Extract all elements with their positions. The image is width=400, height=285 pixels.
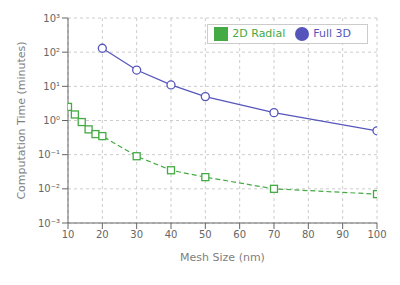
svg-text:90: 90 [336,229,349,240]
svg-text:40: 40 [165,229,178,240]
svg-text:80: 80 [302,229,315,240]
svg-text:10²: 10² [43,47,60,58]
svg-text:30: 30 [130,229,143,240]
svg-text:10⁻¹: 10⁻¹ [38,149,60,160]
svg-text:10³: 10³ [43,13,60,24]
svg-text:10: 10 [62,229,75,240]
svg-text:60: 60 [233,229,246,240]
svg-text:Mesh Size (nm): Mesh Size (nm) [180,251,265,264]
svg-text:100: 100 [367,229,386,240]
svg-text:70: 70 [268,229,281,240]
svg-text:50: 50 [199,229,212,240]
svg-text:Computation Time (minutes): Computation Time (minutes) [15,41,28,199]
svg-text:10⁻³: 10⁻³ [38,218,60,229]
html-text:Full 3D: Full 3D [313,27,351,40]
svg-text:10¹: 10¹ [43,81,60,92]
svg-text:20: 20 [96,229,109,240]
svg-text:10⁰: 10⁰ [43,115,60,126]
svg-text:10⁻²: 10⁻² [38,183,60,194]
html-text:2D Radial: 2D Radial [232,27,286,40]
